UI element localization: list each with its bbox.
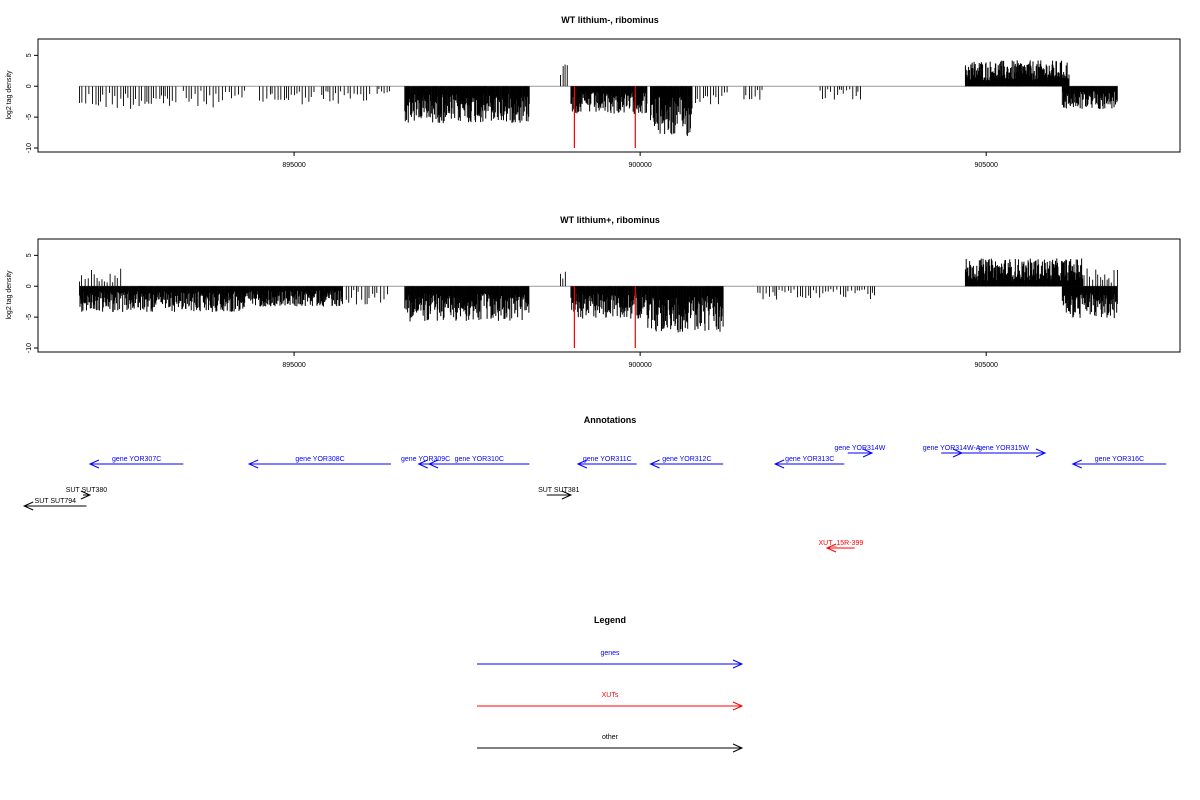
annotations-title: Annotations <box>584 415 637 425</box>
feature-xut: XUT_15R-399 <box>818 540 863 553</box>
track-title: WT lithium-, ribominus <box>561 15 659 25</box>
feature-label: gene YOR307C <box>112 456 161 463</box>
y-tick-label: 5 <box>26 253 33 257</box>
y-tick-label: -10 <box>26 343 33 353</box>
feature-arrow-head <box>561 490 573 500</box>
feature-arrow-head <box>417 459 428 469</box>
feature-arrow-head <box>88 459 100 469</box>
legend-label: genes <box>600 650 620 657</box>
legend-label: other <box>602 734 619 741</box>
feature-label: gene YOR316C <box>1095 456 1144 463</box>
feature-label: gene YOR309C <box>401 456 450 463</box>
feature-arrow-head <box>576 459 588 469</box>
feature-arrow-head <box>773 459 785 469</box>
plot-frame <box>37 238 1181 353</box>
feature-gene: gene YOR309C <box>401 456 450 469</box>
legend-entry: genes <box>477 650 744 669</box>
y-tick-label: -5 <box>26 314 33 320</box>
y-tick-label: 0 <box>26 84 33 88</box>
feature-arrow-head <box>825 543 837 553</box>
x-tick-label: 905000 <box>975 162 998 169</box>
y-axis: -10 -5 0 5 <box>26 253 38 353</box>
y-axis-label: log2 tag density <box>6 270 13 320</box>
track-panel-lithium-minus: WT lithium-, ribominus log2 tag density … <box>6 15 1181 169</box>
feature-gene: gene YOR310C <box>427 456 530 469</box>
legend-label: XUTs <box>602 692 619 699</box>
feature-other: SUT SUT380 <box>66 487 108 500</box>
feature-other: SUT SUT794 <box>22 498 87 511</box>
feature-gene: gene YOR313C <box>773 456 845 469</box>
legend-title: Legend <box>594 615 626 625</box>
x-tick-label: 895000 <box>282 362 305 369</box>
feature-gene: gene YOR311C <box>576 456 637 469</box>
legend-entry: other <box>477 734 744 753</box>
feature-label: gene YOR308C <box>295 456 344 463</box>
feature-label: gene YOR314W-A <box>923 445 981 452</box>
track-panel-lithium-plus: WT lithium+, ribominus log2 tag density … <box>6 215 1181 369</box>
x-tick-label: 900000 <box>628 162 651 169</box>
feature-arrow-head <box>22 501 34 511</box>
plot-frame <box>37 38 1181 153</box>
legend-arrow-head <box>732 743 744 753</box>
x-tick-label: 895000 <box>282 162 305 169</box>
feature-label: SUT SUT794 <box>35 498 77 505</box>
feature-gene: gene YOR316C <box>1071 456 1167 469</box>
x-tick-label: 900000 <box>628 362 651 369</box>
y-tick-label: -10 <box>26 143 33 153</box>
y-tick-label: 0 <box>26 284 33 288</box>
feature-gene: gene YOR307C <box>88 456 184 469</box>
feature-arrow-head <box>1035 448 1047 458</box>
annotations-track: Annotations gene YOR307C gene YOR308C gene… <box>22 415 1167 553</box>
y-tick-label: -5 <box>26 114 33 120</box>
feature-gene: gene YOR312C <box>649 456 724 469</box>
feature-label: XUT_15R-399 <box>818 540 863 547</box>
legend-entry: XUTs <box>477 692 744 711</box>
legend-entries: genes XUTs other <box>477 650 744 753</box>
feature-arrow-head <box>862 448 874 458</box>
feature-label: gene YOR313C <box>785 456 834 463</box>
feature-arrow-head <box>649 459 660 469</box>
red-markers <box>573 86 636 148</box>
feature-label: SUT SUT381 <box>538 487 580 494</box>
feature-gene: gene YOR314W-A <box>923 445 981 458</box>
density-bars <box>79 60 1118 136</box>
legend-arrow-head <box>732 659 744 669</box>
x-axis: 895000 900000 905000 <box>282 352 998 369</box>
legend-arrow-head <box>732 701 744 711</box>
feature-arrow-head <box>1071 459 1082 469</box>
density-bars <box>79 258 1118 333</box>
feature-gene: gene YOR308C <box>247 456 391 469</box>
x-axis: 895000 900000 905000 <box>282 152 998 169</box>
red-markers <box>573 286 636 348</box>
x-tick-label: 905000 <box>975 362 998 369</box>
feature-gene: gene YOR315W <box>961 445 1047 458</box>
y-tick-label: 5 <box>26 53 33 57</box>
feature-label: gene YOR312C <box>662 456 711 463</box>
feature-other: SUT SUT381 <box>538 487 580 500</box>
feature-arrow-head <box>80 490 92 500</box>
y-axis: -10 -5 0 5 <box>26 53 38 153</box>
feature-label: gene YOR310C <box>455 456 504 463</box>
feature-label: gene YOR315W <box>978 445 1029 452</box>
feature-label: gene YOR314W <box>834 445 885 452</box>
feature-label: gene YOR311C <box>583 456 632 463</box>
track-title: WT lithium+, ribominus <box>560 215 660 225</box>
legend: Legend genes XUTs other <box>477 615 744 753</box>
feature-arrows: gene YOR307C gene YOR308C gene YOR309C gene… <box>22 445 1167 553</box>
feature-label: SUT SUT380 <box>66 487 108 494</box>
y-axis-label: log2 tag density <box>6 70 13 120</box>
feature-gene: gene YOR314W <box>834 445 886 458</box>
feature-arrow-head <box>427 459 439 469</box>
feature-arrow-head <box>247 459 259 469</box>
